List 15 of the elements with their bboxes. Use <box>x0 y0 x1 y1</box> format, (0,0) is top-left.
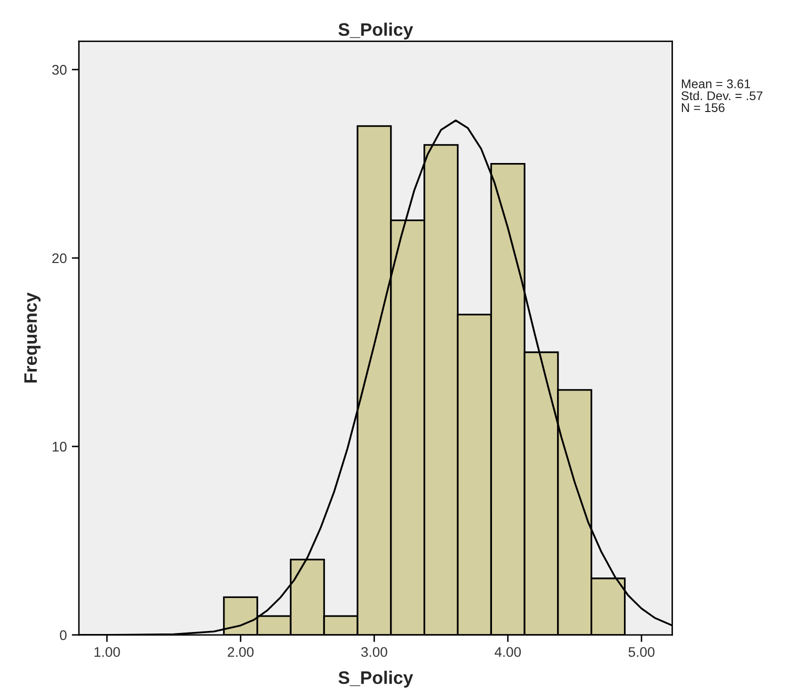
y-tick-label: 20 <box>52 253 67 264</box>
x-tick-label: 3.00 <box>361 647 388 657</box>
x-tick-label: 1.00 <box>94 647 120 657</box>
text: N = 156 <box>682 103 724 112</box>
y-axis-title: Frequency <box>24 292 41 383</box>
x-tick-label: 5.00 <box>628 647 654 657</box>
text: Mean = 3.61 <box>682 79 750 88</box>
x-tick-label: 4.00 <box>494 647 521 657</box>
y-tick-label: 0 <box>60 630 67 640</box>
x-tick-label: 2.00 <box>228 647 254 657</box>
y-tick-label: 30 <box>52 64 67 75</box>
y-tick-label: 10 <box>52 442 67 452</box>
text: Std. Dev. = .57 <box>681 91 762 100</box>
x-axis-title: S_Policy <box>338 670 414 688</box>
chart-title: S_Policy <box>338 22 414 40</box>
